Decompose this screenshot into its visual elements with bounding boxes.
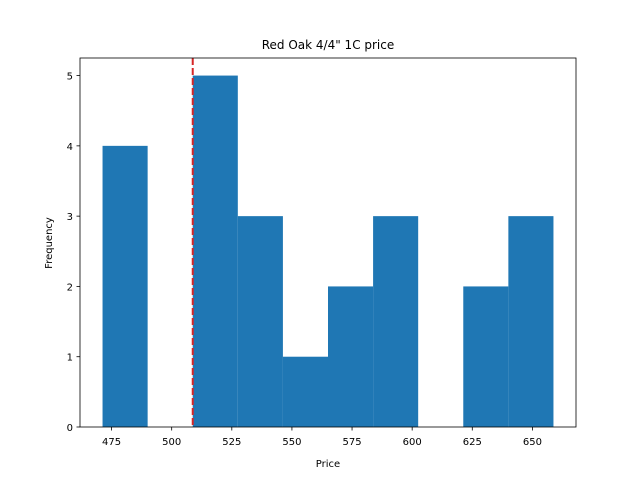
x-tick-label: 575: [343, 437, 362, 448]
y-tick-label: 1: [67, 353, 73, 364]
x-tick-label: 475: [102, 437, 121, 448]
y-tick-label: 4: [67, 142, 73, 153]
bar: [328, 286, 374, 427]
x-tick-label: 525: [222, 437, 241, 448]
y-tick-label: 5: [67, 72, 73, 83]
y-tick-label: 0: [67, 423, 73, 434]
plot-frame: [79, 57, 577, 428]
y-tick-label: 2: [67, 282, 73, 293]
x-tick-label: 625: [463, 437, 482, 448]
x-tick-label: 600: [403, 437, 422, 448]
bar: [192, 75, 238, 428]
x-tick-label: 550: [282, 437, 301, 448]
bar: [508, 216, 554, 427]
bar: [463, 286, 509, 427]
y-axis-label: Frequency: [44, 217, 55, 269]
bar: [282, 356, 328, 427]
x-tick-label: 500: [162, 437, 181, 448]
bar: [102, 145, 148, 427]
bar: [373, 216, 419, 427]
bar: [237, 216, 283, 427]
chart-title: Red Oak 4/4" 1C price: [262, 38, 395, 52]
x-axis-label: Price: [316, 459, 340, 470]
y-tick-label: 3: [67, 212, 73, 223]
x-tick-label: 650: [523, 437, 542, 448]
